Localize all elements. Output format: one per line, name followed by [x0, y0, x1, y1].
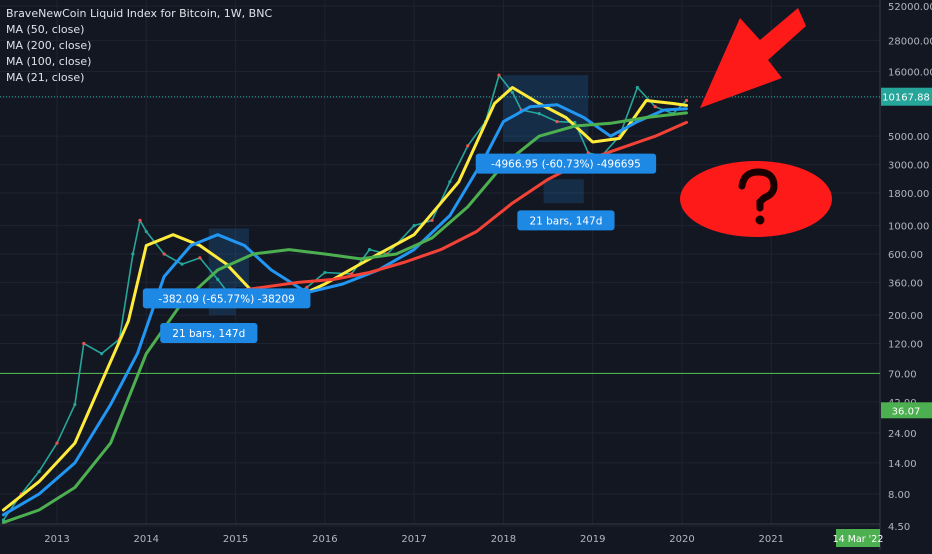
ma50-line	[1, 103, 688, 517]
last-price-label: 10167.88	[882, 93, 930, 104]
legend-item-ma200[interactable]: MA (200, close)	[6, 39, 92, 52]
price-point	[216, 277, 220, 282]
price-point	[412, 224, 416, 228]
x-tick-label: 2016	[312, 534, 337, 545]
price-point	[55, 441, 59, 445]
price-line	[2, 74, 688, 521]
question-mark-dot	[755, 215, 765, 225]
price-point	[138, 218, 142, 222]
ma100-line	[1, 111, 688, 524]
chart-legend: BraveNewCoin Liquid Index for Bitcoin, 1…	[6, 6, 272, 86]
price-point	[367, 247, 372, 252]
legend-item-ma50[interactable]: MA (50, close)	[6, 23, 85, 36]
annotation-label: 21 bars, 147d	[160, 322, 258, 343]
date-label: 14 Mar '22	[833, 534, 884, 545]
y-tick-label: 3000.00	[888, 161, 929, 172]
horizontal-level-badge	[881, 402, 932, 419]
price-point	[510, 90, 514, 94]
price-point	[144, 229, 148, 234]
annotation-text: 21 bars, 147d	[172, 328, 245, 340]
y-tick-label: 14.00	[888, 459, 917, 470]
annotation-text: 21 bars, 147d	[529, 215, 602, 227]
legend-item-ma100[interactable]: MA (100, close)	[6, 55, 92, 68]
annotation-label: -382.09 (-65.77%) -38209	[142, 288, 311, 309]
x-tick-label: 2020	[669, 534, 694, 545]
price-point	[82, 341, 86, 346]
date-badge	[836, 529, 880, 547]
x-tick-label: 2019	[580, 534, 605, 545]
x-tick-label: 2021	[759, 534, 784, 545]
y-tick-label: 70.00	[888, 369, 917, 380]
price-point	[684, 98, 689, 103]
legend-item-ma21[interactable]: MA (21, close)	[6, 71, 85, 84]
price-point	[37, 469, 41, 474]
price-point	[180, 262, 184, 266]
y-tick-label: 1800.00	[888, 189, 929, 200]
annotation-box	[142, 288, 311, 309]
x-tick-label: 2018	[491, 534, 516, 545]
annotation-label: 21 bars, 147d	[517, 210, 615, 231]
y-tick-label: 4.50	[888, 522, 910, 533]
ma200-line	[225, 120, 688, 295]
price-point	[555, 119, 559, 124]
price-point	[537, 112, 541, 116]
y-tick-label: 16000.00	[888, 68, 932, 79]
red-oval-shape	[680, 161, 832, 237]
x-tick-label: 2014	[134, 534, 159, 545]
y-tick-label: 8.00	[888, 490, 910, 501]
x-tick-label: 2013	[44, 534, 69, 545]
annotation-box	[517, 210, 615, 231]
x-tick-label: 2017	[401, 534, 426, 545]
last-price-badge	[881, 87, 932, 106]
chart-title: BraveNewCoin Liquid Index for Bitcoin, 1…	[6, 7, 273, 20]
annotation-text: -382.09 (-65.77%) -38209	[158, 293, 294, 305]
question-mark-shape	[738, 168, 778, 212]
price-point	[497, 73, 501, 77]
price-point	[430, 218, 434, 222]
y-tick-label: 24.00	[888, 429, 917, 440]
annotation-text: -4966.95 (-60.73%) -496695	[491, 159, 641, 171]
annotation-box	[475, 153, 657, 174]
y-tick-label: 600.00	[888, 250, 923, 261]
price-point	[198, 256, 202, 260]
y-tick-label: 120.00	[888, 339, 923, 350]
price-point	[100, 352, 104, 356]
red-arrow-shape	[700, 8, 806, 108]
annotation-label: -4966.95 (-60.73%) -496695	[475, 153, 657, 174]
price-point	[162, 252, 166, 256]
ma21-line	[1, 86, 688, 512]
y-tick-label: 1000.00	[888, 222, 929, 233]
price-point	[73, 402, 77, 407]
y-tick-label: 52000.00	[888, 2, 932, 13]
price-point	[131, 252, 135, 256]
price-point	[653, 105, 657, 109]
x-tick-label: 2015	[223, 534, 248, 545]
price-point	[635, 85, 639, 90]
y-tick-label: 28000.00	[888, 36, 932, 47]
price-point	[323, 270, 327, 275]
price-point	[305, 285, 309, 289]
y-tick-label: 200.00	[888, 311, 923, 322]
y-tick-label: 5000.00	[888, 132, 929, 143]
price-point	[466, 144, 470, 148]
date-range-box-2018	[543, 179, 584, 204]
annotation-box	[160, 322, 258, 343]
price-point	[448, 180, 452, 184]
horizontal-level-label: 36.07	[892, 406, 921, 417]
y-tick-label: 360.00	[888, 278, 923, 289]
